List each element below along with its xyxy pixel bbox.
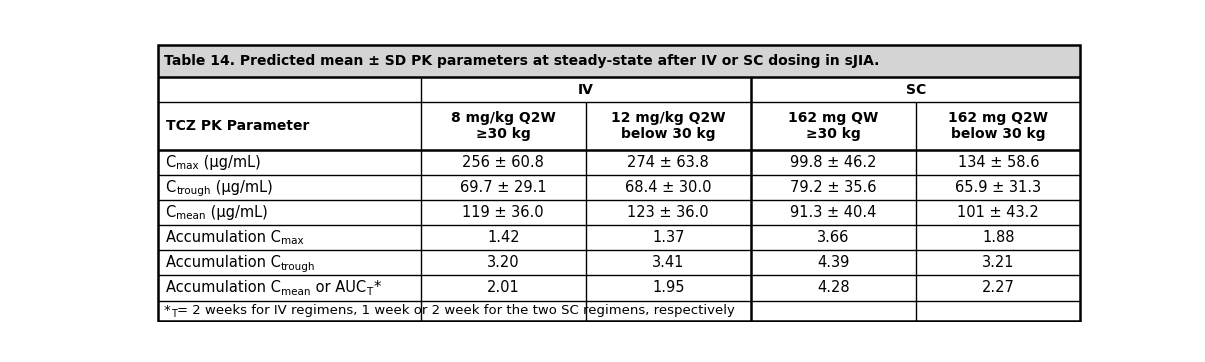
Text: Accumulation C: Accumulation C xyxy=(165,230,281,245)
Text: 1.37: 1.37 xyxy=(652,230,684,245)
Text: trough: trough xyxy=(176,186,211,196)
Text: 3.66: 3.66 xyxy=(817,230,850,245)
Text: (μg/mL): (μg/mL) xyxy=(211,180,274,195)
Text: T: T xyxy=(171,310,177,319)
Text: or AUC: or AUC xyxy=(311,281,366,295)
Text: 256 ± 60.8: 256 ± 60.8 xyxy=(463,155,545,170)
Text: SC: SC xyxy=(906,83,925,97)
Text: IV: IV xyxy=(578,83,594,97)
Text: 119 ± 36.0: 119 ± 36.0 xyxy=(463,205,545,220)
Text: 4.28: 4.28 xyxy=(817,281,850,295)
Text: 3.41: 3.41 xyxy=(652,255,684,270)
Text: mean: mean xyxy=(176,211,206,221)
Text: TCZ PK Parameter: TCZ PK Parameter xyxy=(165,119,308,133)
Text: C: C xyxy=(165,155,176,170)
Text: max: max xyxy=(176,161,199,171)
Text: C: C xyxy=(165,180,176,195)
Bar xyxy=(158,45,1080,77)
Text: 1.88: 1.88 xyxy=(982,230,1015,245)
Text: 68.4 ± 30.0: 68.4 ± 30.0 xyxy=(625,180,711,195)
Text: C: C xyxy=(165,205,176,220)
Text: Table 14. Predicted mean ± SD PK parameters at steady-state after IV or SC dosin: Table 14. Predicted mean ± SD PK paramet… xyxy=(164,54,880,68)
Text: 3.21: 3.21 xyxy=(982,255,1015,270)
Text: 101 ± 43.2: 101 ± 43.2 xyxy=(958,205,1039,220)
Text: trough: trough xyxy=(281,262,316,272)
Text: 79.2 ± 35.6: 79.2 ± 35.6 xyxy=(790,180,876,195)
Text: 8 mg/kg Q2W
≥30 kg: 8 mg/kg Q2W ≥30 kg xyxy=(451,111,556,141)
Text: 1.42: 1.42 xyxy=(487,230,519,245)
Text: 1.95: 1.95 xyxy=(652,281,684,295)
Text: 4.39: 4.39 xyxy=(817,255,850,270)
Text: 123 ± 36.0: 123 ± 36.0 xyxy=(628,205,709,220)
Text: Accumulation C: Accumulation C xyxy=(165,281,281,295)
Text: (μg/mL): (μg/mL) xyxy=(206,205,268,220)
Text: 162 mg Q2W
below 30 kg: 162 mg Q2W below 30 kg xyxy=(948,111,1048,141)
Text: 65.9 ± 31.3: 65.9 ± 31.3 xyxy=(956,180,1041,195)
Text: 3.20: 3.20 xyxy=(487,255,519,270)
Text: *: * xyxy=(164,304,170,317)
Text: = 2 weeks for IV regimens, 1 week or 2 week for the two SC regimens, respectivel: = 2 weeks for IV regimens, 1 week or 2 w… xyxy=(177,304,735,317)
Text: 2.01: 2.01 xyxy=(487,281,519,295)
Text: max: max xyxy=(281,236,304,247)
Text: 162 mg QW
≥30 kg: 162 mg QW ≥30 kg xyxy=(788,111,878,141)
Text: (μg/mL): (μg/mL) xyxy=(199,155,261,170)
Text: 274 ± 63.8: 274 ± 63.8 xyxy=(628,155,710,170)
Text: mean: mean xyxy=(281,287,311,297)
Text: 91.3 ± 40.4: 91.3 ± 40.4 xyxy=(790,205,876,220)
Text: *: * xyxy=(374,281,381,295)
Text: T: T xyxy=(366,287,372,297)
Text: 69.7 ± 29.1: 69.7 ± 29.1 xyxy=(460,180,547,195)
Text: Accumulation C: Accumulation C xyxy=(165,255,281,270)
Text: 99.8 ± 46.2: 99.8 ± 46.2 xyxy=(790,155,876,170)
Text: 2.27: 2.27 xyxy=(982,281,1015,295)
Text: 134 ± 58.6: 134 ± 58.6 xyxy=(958,155,1039,170)
Text: 12 mg/kg Q2W
below 30 kg: 12 mg/kg Q2W below 30 kg xyxy=(611,111,725,141)
